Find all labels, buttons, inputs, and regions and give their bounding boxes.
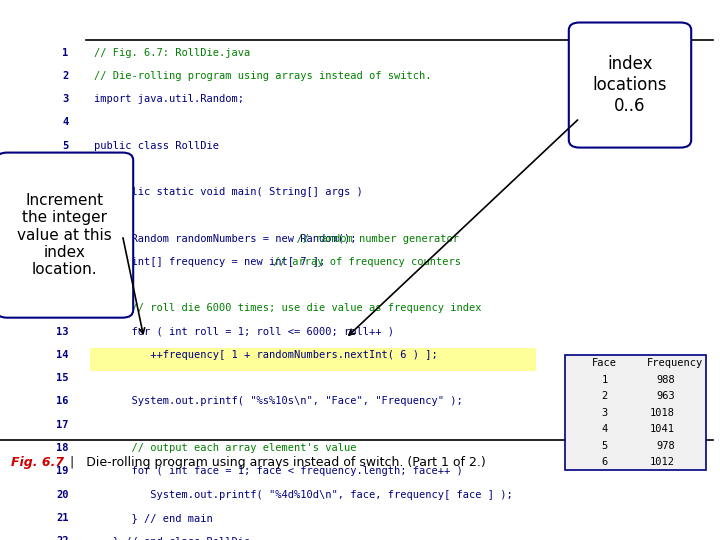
Text: 21: 21: [56, 513, 68, 523]
Text: 963: 963: [656, 392, 675, 401]
Text: ++frequency[ 1 + randomNumbers.nextInt( 6 ) ];: ++frequency[ 1 + randomNumbers.nextInt( …: [94, 350, 437, 360]
Text: 17: 17: [56, 420, 68, 430]
Text: // output each array element's value: // output each array element's value: [94, 443, 356, 453]
Text: 4: 4: [62, 117, 68, 127]
Text: public static void main( String[] args ): public static void main( String[] args ): [94, 187, 362, 197]
Text: import java.util.Random;: import java.util.Random;: [94, 94, 243, 104]
Text: 5: 5: [62, 140, 68, 151]
Text: 3: 3: [601, 408, 608, 418]
Text: Face: Face: [592, 359, 617, 368]
Text: 1012: 1012: [649, 457, 675, 467]
Text: 5: 5: [601, 441, 608, 450]
Text: Random randomNumbers = new Random();: Random randomNumbers = new Random();: [94, 234, 356, 244]
Text: {: {: [94, 211, 119, 220]
Text: 7: 7: [62, 187, 68, 197]
Text: 3: 3: [62, 94, 68, 104]
FancyBboxPatch shape: [90, 348, 536, 370]
Text: 19: 19: [56, 466, 68, 476]
Text: 2: 2: [601, 392, 608, 401]
FancyBboxPatch shape: [569, 23, 691, 147]
FancyBboxPatch shape: [0, 153, 133, 318]
Text: 22: 22: [56, 536, 68, 540]
Text: } // end main: } // end main: [94, 513, 212, 523]
Text: Fig. 6.7: Fig. 6.7: [11, 456, 64, 469]
Text: for ( int roll = 1; roll <= 6000; roll++ ): for ( int roll = 1; roll <= 6000; roll++…: [94, 327, 394, 336]
Text: 1: 1: [601, 375, 608, 385]
Text: // array of frequency counters: // array of frequency counters: [261, 257, 462, 267]
Text: } // end class RollDie: } // end class RollDie: [94, 536, 250, 540]
Text: 6: 6: [601, 457, 608, 467]
FancyBboxPatch shape: [565, 355, 706, 470]
Text: 11: 11: [56, 280, 68, 290]
Text: index
locations
0..6: index locations 0..6: [593, 55, 667, 115]
Text: 1: 1: [62, 48, 68, 58]
Text: 13: 13: [56, 327, 68, 336]
Text: System.out.printf( "%s%10s\n", "Face", "Frequency" );: System.out.printf( "%s%10s\n", "Face", "…: [94, 396, 462, 407]
Text: // Die-rolling program using arrays instead of switch.: // Die-rolling program using arrays inst…: [94, 71, 431, 81]
Text: 8: 8: [62, 211, 68, 220]
Text: 9: 9: [62, 234, 68, 244]
Text: 18: 18: [56, 443, 68, 453]
Text: 15: 15: [56, 373, 68, 383]
Text: Frequency: Frequency: [647, 359, 703, 368]
Text: 1041: 1041: [649, 424, 675, 434]
Text: |   Die-rolling program using arrays instead of switch. (Part 1 of 2.): | Die-rolling program using arrays inste…: [58, 456, 485, 469]
Text: 12: 12: [56, 303, 68, 313]
Text: 6: 6: [62, 164, 68, 174]
Text: for ( int face = 1; face < frequency.length; face++ ): for ( int face = 1; face < frequency.len…: [94, 466, 462, 476]
Text: 14: 14: [56, 350, 68, 360]
Text: 1018: 1018: [649, 408, 675, 418]
Text: 10: 10: [56, 257, 68, 267]
Text: 988: 988: [656, 375, 675, 385]
Text: {: {: [94, 164, 100, 174]
Text: // roll die 6000 times; use die value as frequency index: // roll die 6000 times; use die value as…: [94, 303, 481, 313]
Text: // Fig. 6.7: RollDie.java: // Fig. 6.7: RollDie.java: [94, 48, 250, 58]
Text: 4: 4: [601, 424, 608, 434]
Text: 978: 978: [656, 441, 675, 450]
Text: Increment
the integer
value at this
index
location.: Increment the integer value at this inde…: [17, 193, 112, 278]
Text: // random number generator: // random number generator: [284, 234, 459, 244]
Text: public class RollDie: public class RollDie: [94, 140, 219, 151]
Text: 2: 2: [62, 71, 68, 81]
Text: int[] frequency = new int[ 7 ];: int[] frequency = new int[ 7 ];: [94, 257, 325, 267]
Text: 16: 16: [56, 396, 68, 407]
Text: System.out.printf( "%4d%10d\n", face, frequency[ face ] );: System.out.printf( "%4d%10d\n", face, fr…: [94, 490, 513, 500]
Text: 20: 20: [56, 490, 68, 500]
